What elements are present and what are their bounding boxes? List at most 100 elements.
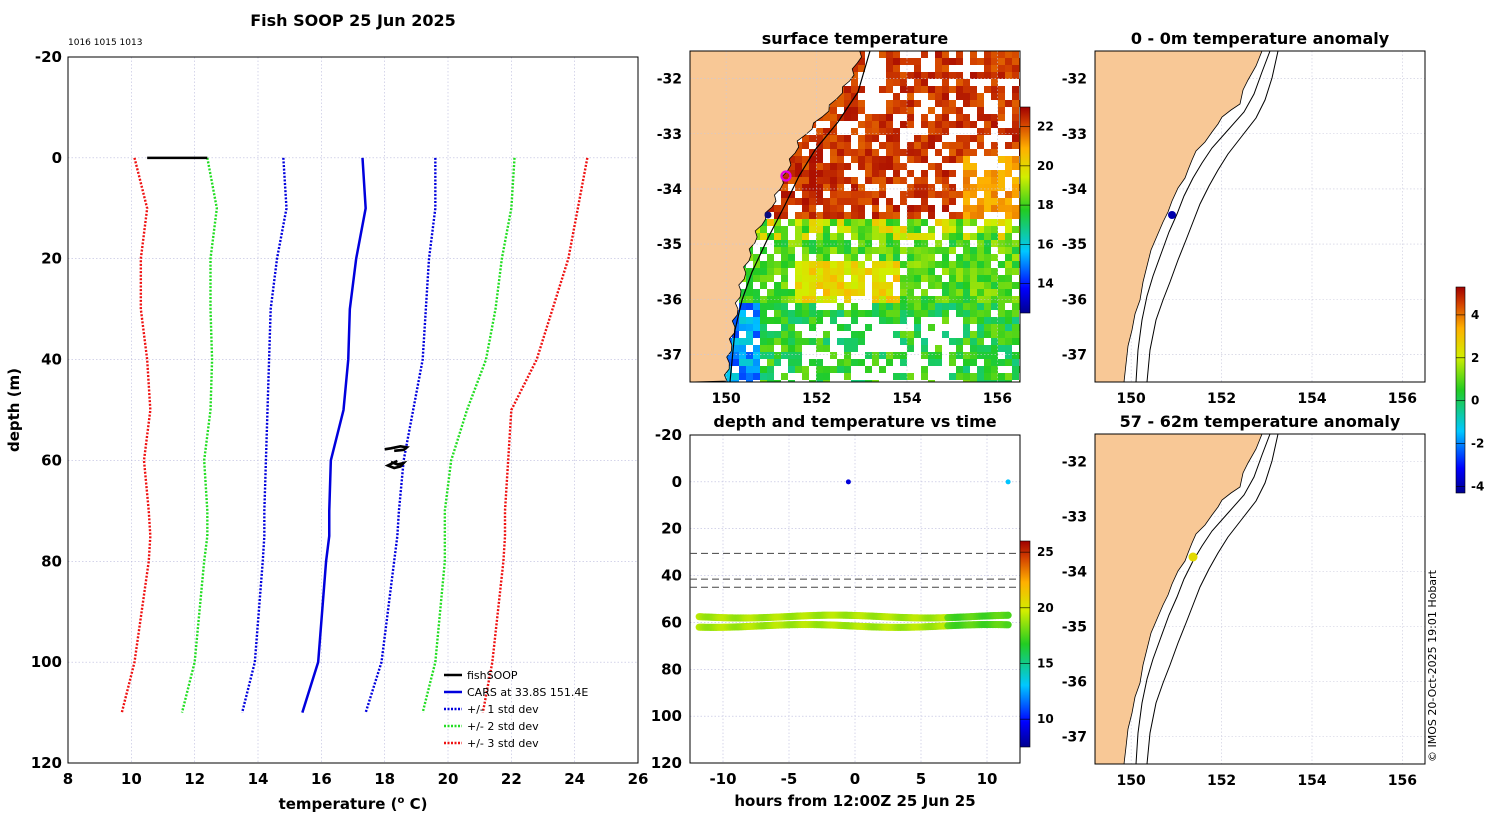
- sst-cell: [879, 275, 886, 282]
- sst-cell: [1012, 65, 1019, 72]
- sst-cell: [914, 261, 921, 268]
- dt-xtick-label: -10: [709, 770, 736, 788]
- sst-cell: [998, 310, 1005, 317]
- sst-cell: [949, 212, 956, 219]
- sst-cell: [809, 198, 816, 205]
- sst-cell: [970, 359, 977, 366]
- sst-cell: [816, 366, 823, 373]
- sst-cell: [830, 107, 837, 114]
- sst-cell: [879, 352, 886, 359]
- sst-cell: [907, 219, 914, 226]
- sst-cell: [725, 373, 732, 380]
- sst-cell: [788, 261, 795, 268]
- sst-cell: [907, 121, 914, 128]
- sst-cell: [970, 58, 977, 65]
- sst-cell: [844, 191, 851, 198]
- sst-cell: [872, 268, 879, 275]
- sst-cell: [942, 58, 949, 65]
- sst-cell: [886, 100, 893, 107]
- sst-cell: [788, 380, 795, 382]
- sst-cell: [991, 331, 998, 338]
- sst-cell: [809, 184, 816, 191]
- sst-cell: [914, 156, 921, 163]
- sst-cell: [893, 275, 900, 282]
- sst-cell: [795, 359, 802, 366]
- sst-cell: [921, 254, 928, 261]
- sst-cell: [942, 107, 949, 114]
- sst-cell: [795, 268, 802, 275]
- sst-cell: [865, 254, 872, 261]
- sst-cell: [809, 303, 816, 310]
- sst-cell: [823, 184, 830, 191]
- sst-cell: [991, 114, 998, 121]
- sst-cell: [991, 219, 998, 226]
- sst-cell: [865, 198, 872, 205]
- sst-cell: [879, 163, 886, 170]
- sst-cell: [879, 247, 886, 254]
- sst-cell: [760, 303, 767, 310]
- sst-cell: [844, 149, 851, 156]
- sst-cell: [767, 268, 774, 275]
- map-xtick-label: 154: [892, 391, 921, 407]
- sst-cell: [942, 317, 949, 324]
- dt-xtick-label: -5: [781, 770, 798, 788]
- sst-cell: [977, 345, 984, 352]
- sst-cell: [914, 191, 921, 198]
- sst-cell: [865, 170, 872, 177]
- sst-cell: [879, 51, 886, 58]
- sst-cell: [998, 184, 1005, 191]
- sst-cell: [844, 373, 851, 380]
- sst-cell: [858, 338, 865, 345]
- sst-cell: [774, 268, 781, 275]
- sst-cell: [851, 107, 858, 114]
- map-xtick-label: 152: [1207, 773, 1236, 789]
- sst-cell: [767, 338, 774, 345]
- sst-cell: [781, 345, 788, 352]
- sst-cell: [921, 142, 928, 149]
- credit-text: © IMOS 20-Oct-2025 19:01 Hobart: [1426, 569, 1439, 762]
- sst-cell: [1005, 51, 1012, 58]
- sst-cell: [795, 303, 802, 310]
- sst-cell: [977, 135, 984, 142]
- sst-cell: [774, 233, 781, 240]
- sst-cb-label: 22: [1037, 120, 1054, 134]
- sst-cell: [956, 254, 963, 261]
- sst-cell: [956, 114, 963, 121]
- anomaly-surface-title: 0 - 0m temperature anomaly: [1131, 29, 1390, 48]
- sst-cell: [921, 205, 928, 212]
- sst-cell: [886, 163, 893, 170]
- sst-cell: [865, 142, 872, 149]
- sst-cell: [886, 177, 893, 184]
- sst-cell: [830, 219, 837, 226]
- sst-cell: [963, 310, 970, 317]
- sst-cell: [760, 331, 767, 338]
- sst-cell: [802, 205, 809, 212]
- sst-cell: [844, 254, 851, 261]
- sst-cell: [837, 135, 844, 142]
- sst-cell: [914, 219, 921, 226]
- sst-cell: [907, 107, 914, 114]
- sst-cell: [928, 86, 935, 93]
- sst-cell: [879, 226, 886, 233]
- sst-cell: [900, 191, 907, 198]
- sst-cell: [858, 205, 865, 212]
- sst-cell: [858, 149, 865, 156]
- sst-cell: [991, 240, 998, 247]
- sst-cell: [879, 219, 886, 226]
- sst-cell: [991, 191, 998, 198]
- sst-cell: [802, 282, 809, 289]
- sst-cell: [984, 128, 991, 135]
- sst-cell: [746, 303, 753, 310]
- sst-cell: [900, 226, 907, 233]
- sst-cell: [907, 86, 914, 93]
- sst-ring-marker: [780, 170, 792, 182]
- sst-cell: [837, 282, 844, 289]
- sst-cell: [942, 254, 949, 261]
- sst-cell: [795, 212, 802, 219]
- sst-cell: [746, 317, 753, 324]
- sst-cell: [907, 100, 914, 107]
- profile-xtick-label: 20: [438, 770, 459, 788]
- sst-cell: [935, 310, 942, 317]
- legend-sd1: +/- 1 std dev: [467, 703, 539, 716]
- profile-legend: fishSOOP CARS at 33.8S 151.4E +/- 1 std …: [444, 669, 588, 750]
